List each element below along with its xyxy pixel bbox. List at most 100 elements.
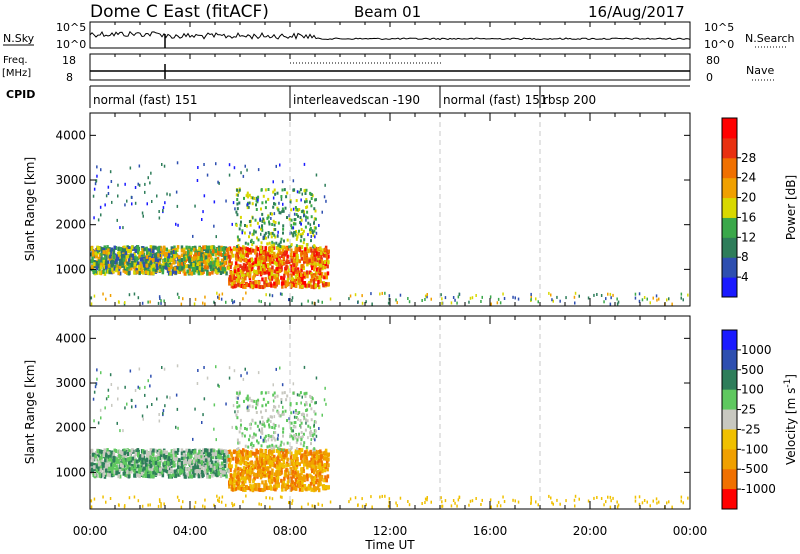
power-cell (287, 268, 291, 273)
power-cell (441, 301, 443, 305)
velocity-cell (291, 499, 294, 503)
velocity-cell (123, 463, 126, 468)
velocity-cell (217, 450, 221, 455)
velocity-cell (172, 469, 175, 474)
power-cell (122, 226, 124, 230)
power-cell (325, 275, 328, 280)
power-cell (680, 296, 682, 300)
velocity-cell (317, 465, 320, 470)
velocity-cell (312, 486, 316, 491)
power-cell (550, 293, 552, 297)
power-cell (556, 295, 558, 299)
velocity-cell (298, 411, 301, 414)
velocity-cell (237, 441, 240, 445)
velocity-cell (310, 442, 312, 446)
velocity-cell (182, 452, 186, 457)
power-cell (314, 209, 317, 213)
velocity-cell (158, 451, 162, 456)
velocity-cell (269, 460, 272, 465)
power-cell (282, 278, 285, 283)
power-cell (208, 271, 211, 276)
velocity-cell (273, 426, 276, 430)
velocity-cell (503, 500, 506, 503)
velocity-cell (267, 486, 270, 490)
y-tick-label: 3000 (55, 376, 86, 390)
power-cell (370, 292, 372, 296)
velocity-cell (235, 413, 238, 417)
velocity-cell (246, 475, 249, 480)
power-cell (105, 297, 107, 301)
power-cell (269, 281, 272, 286)
power-cell (682, 298, 684, 302)
velocity-cell (231, 425, 233, 429)
power-cell (361, 301, 364, 305)
velocity-cell (218, 500, 220, 503)
power-cell (489, 295, 492, 299)
power-cell (329, 297, 332, 301)
power-cell (99, 271, 103, 276)
colorbar-title: Power [dB] (784, 175, 798, 240)
power-cell (188, 257, 192, 262)
velocity-cell (314, 429, 317, 433)
power-cell (149, 248, 152, 253)
power-cell (126, 249, 129, 253)
velocity-cell (228, 366, 231, 370)
velocity-cell (260, 503, 262, 507)
power-cell (282, 224, 285, 228)
velocity-cell (313, 420, 316, 424)
velocity-cell (145, 466, 149, 471)
power-cell (450, 301, 453, 305)
power-cell (271, 223, 274, 226)
power-cell (182, 247, 186, 252)
power-cell (248, 201, 251, 205)
velocity-cell (270, 474, 274, 479)
velocity-cell (309, 485, 312, 490)
velocity-cell (309, 430, 312, 433)
velocity-cell (299, 480, 302, 485)
velocity-cell (92, 473, 95, 477)
velocity-cell (168, 474, 171, 479)
power-cell (177, 255, 181, 260)
power-cell (206, 271, 209, 276)
power-cell (150, 254, 154, 258)
power-cell (354, 293, 357, 297)
velocity-cell (263, 424, 266, 428)
velocity-cell (194, 407, 196, 411)
power-cell (278, 211, 281, 215)
velocity-cell (149, 464, 152, 469)
velocity-cell (176, 364, 179, 368)
power-cell (241, 231, 243, 235)
velocity-cell (108, 473, 111, 478)
power-cell (559, 299, 561, 303)
power-cell (115, 254, 118, 259)
colorbar-segment (722, 469, 737, 490)
power-cell (234, 207, 236, 211)
velocity-cell (306, 473, 309, 478)
power-cell (102, 259, 106, 264)
power-cell (99, 205, 102, 209)
velocity-cell (301, 480, 304, 485)
velocity-cell (244, 444, 247, 448)
power-cell (318, 268, 322, 273)
velocity-cell (138, 367, 141, 371)
velocity-cell (206, 457, 209, 462)
velocity-cell (144, 393, 146, 397)
velocity-cell (112, 463, 115, 468)
velocity-cell (315, 434, 318, 438)
velocity-cell (303, 475, 307, 480)
power-cell (290, 231, 292, 235)
power-cell (211, 260, 215, 265)
velocity-cell (634, 495, 637, 499)
velocity-cell (206, 448, 209, 453)
velocity-cell (327, 463, 330, 468)
velocity-cell (255, 411, 258, 414)
power-cell (110, 259, 113, 264)
velocity-cell (249, 434, 251, 438)
velocity-cell (282, 464, 286, 469)
power-cell (273, 202, 275, 206)
velocity-cell (163, 449, 166, 454)
velocity-cell (144, 385, 146, 389)
power-cell (124, 270, 127, 275)
power-cell (260, 256, 264, 261)
velocity-cell (294, 481, 297, 486)
